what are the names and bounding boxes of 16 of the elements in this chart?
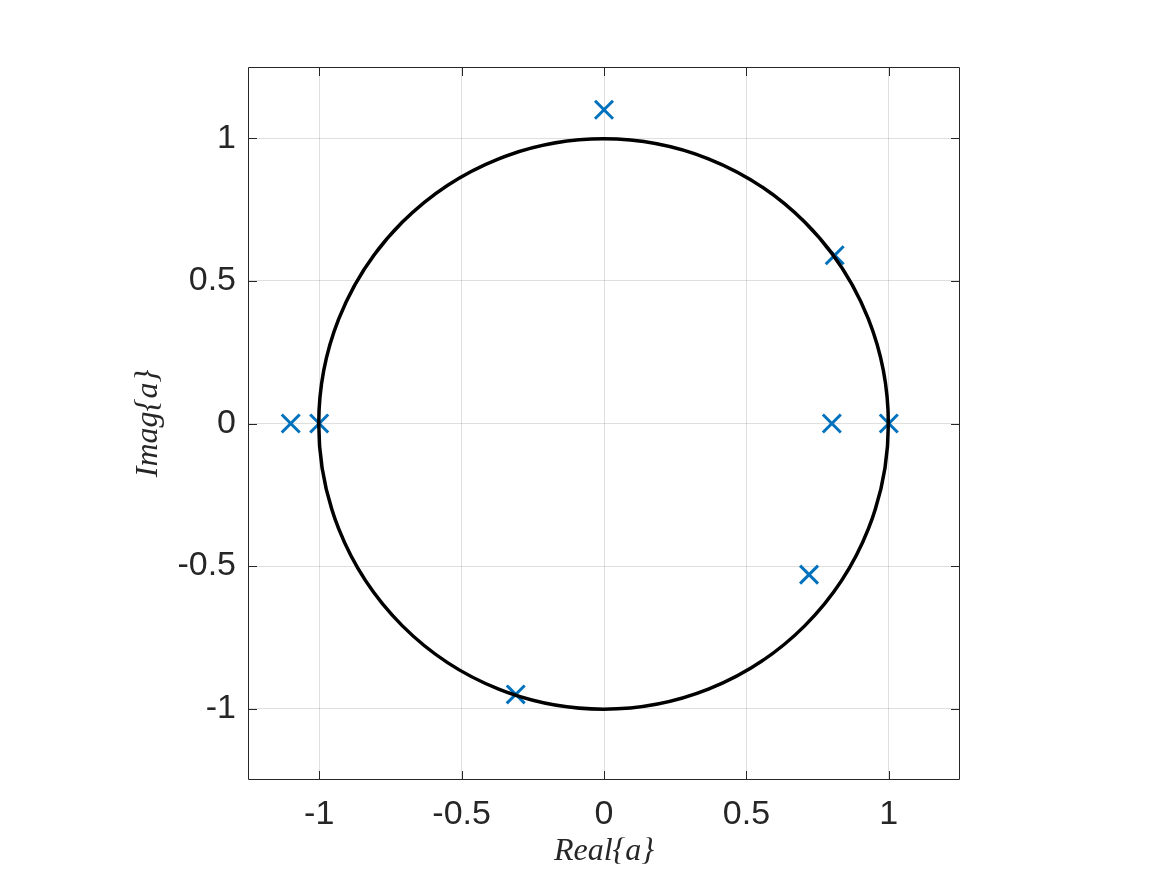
x-tick-label: 0.5 [722,792,771,831]
x-tick-label: 0 [594,792,614,831]
y-axis-title: Imag{a} [127,369,164,479]
x-tick-label: 1 [879,792,899,831]
point [593,99,615,121]
y-tick-label: -1 [205,687,236,726]
point [798,564,820,586]
point [821,413,843,434]
y-tick-label: 0 [217,401,236,440]
point [280,413,302,434]
y-tick-label: 0.5 [188,259,236,298]
y-tick-label: -0.5 [177,544,236,583]
x-tick-label: -0.5 [432,792,491,831]
x-axis-title: Real{a} [552,831,655,868]
y-tick-label: 1 [217,116,236,155]
x-tick-label: -1 [304,792,335,831]
